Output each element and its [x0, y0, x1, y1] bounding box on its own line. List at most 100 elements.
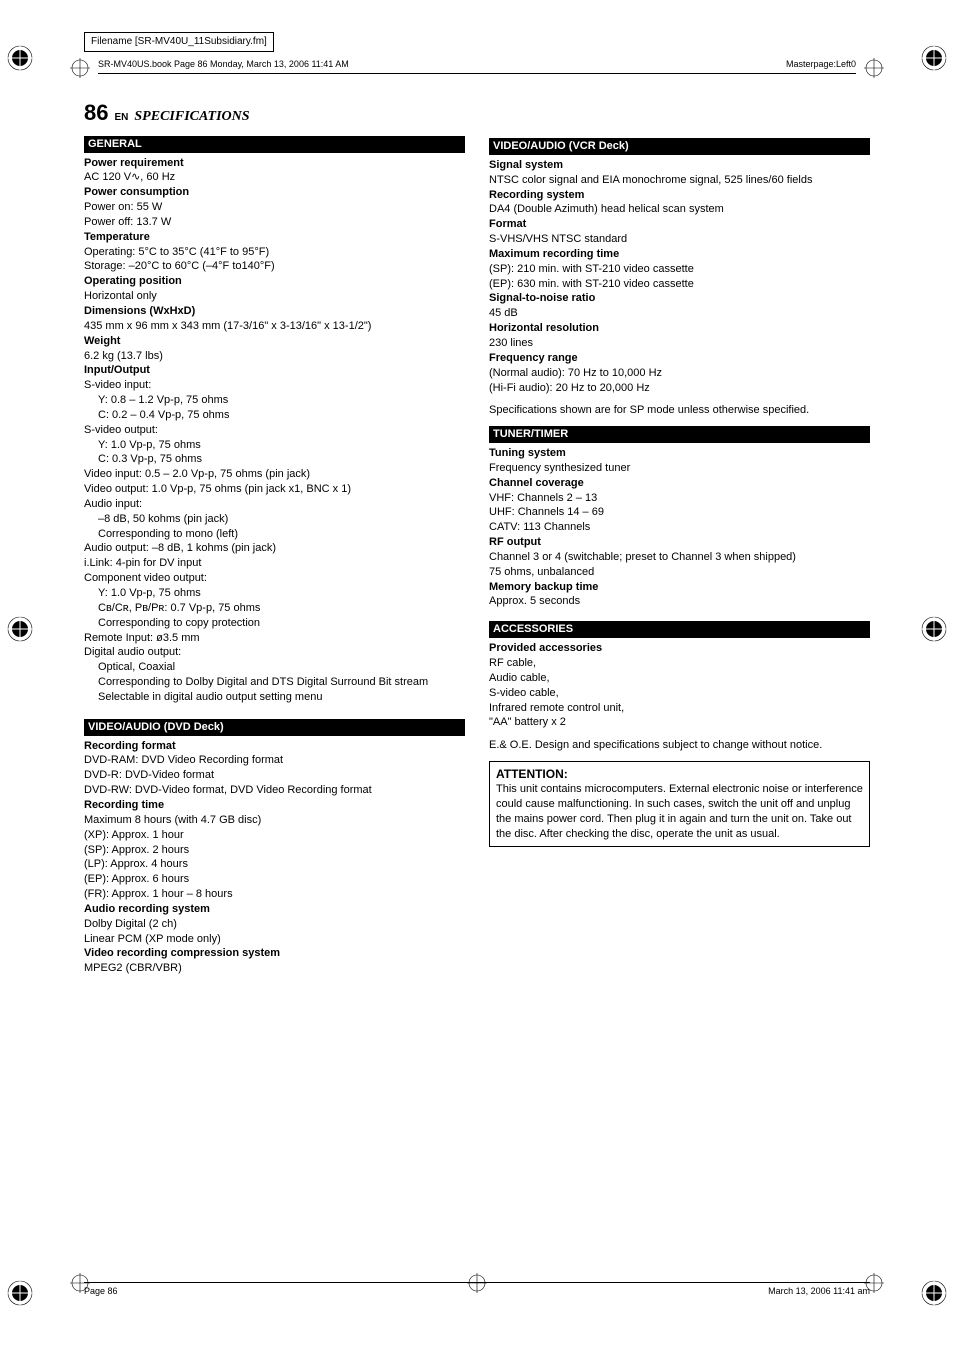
spec-value: (LP): Approx. 4 hours: [84, 857, 465, 872]
spec-value: S-video input:: [84, 378, 465, 393]
spec-heading: Recording time: [84, 798, 465, 813]
spec-value: Corresponding to copy protection: [84, 616, 465, 631]
crop-mark-icon: [864, 58, 884, 78]
spec-value: i.Link: 4-pin for DV input: [84, 556, 465, 571]
spec-value: RF cable,: [489, 656, 870, 671]
spec-value: Optical, Coaxial: [84, 660, 465, 675]
attention-body: This unit contains microcomputers. Exter…: [496, 782, 863, 841]
section-dvd: VIDEO/AUDIO (DVD Deck): [84, 719, 465, 736]
spec-value: VHF: Channels 2 – 13: [489, 491, 870, 506]
right-column: VIDEO/AUDIO (VCR Deck) Signal system NTS…: [489, 98, 870, 976]
spec-value: (Hi-Fi audio): 20 Hz to 20,000 Hz: [489, 381, 870, 396]
spec-value: Power off: 13.7 W: [84, 215, 465, 230]
spec-value: –8 dB, 50 kohms (pin jack): [84, 512, 465, 527]
spec-value: MPEG2 (CBR/VBR): [84, 961, 465, 976]
spec-value: Power on: 55 W: [84, 200, 465, 215]
spec-value: Audio output: –8 dB, 1 kohms (pin jack): [84, 541, 465, 556]
spec-value: Audio cable,: [489, 671, 870, 686]
spec-value: Infrared remote control unit,: [489, 701, 870, 716]
spec-value: 45 dB: [489, 306, 870, 321]
spec-value: S-VHS/VHS NTSC standard: [489, 232, 870, 247]
spec-heading: Operating position: [84, 274, 465, 289]
spec-value: (EP): Approx. 6 hours: [84, 872, 465, 887]
spec-value: Dolby Digital (2 ch): [84, 917, 465, 932]
spec-heading: Memory backup time: [489, 580, 870, 595]
spec-value: Operating: 5°C to 35°C (41°F to 95°F): [84, 245, 465, 260]
spec-value: NTSC color signal and EIA monochrome sig…: [489, 173, 870, 188]
spec-value: Horizontal only: [84, 289, 465, 304]
spec-value: Y: 1.0 Vp-p, 75 ohms: [84, 438, 465, 453]
attention-box: ATTENTION: This unit contains microcompu…: [489, 761, 870, 847]
spec-heading: Recording format: [84, 739, 465, 754]
section-general: GENERAL: [84, 136, 465, 153]
page-content: 86 EN SPECIFICATIONS GENERAL Power requi…: [84, 98, 870, 976]
spec-value: 230 lines: [489, 336, 870, 351]
spec-value: S-video output:: [84, 423, 465, 438]
spec-heading: Audio recording system: [84, 902, 465, 917]
spec-value: Digital audio output:: [84, 645, 465, 660]
filename-box: Filename [SR-MV40U_11Subsidiary.fm]: [84, 32, 274, 52]
section-vcr: VIDEO/AUDIO (VCR Deck): [489, 138, 870, 155]
spec-value: Approx. 5 seconds: [489, 594, 870, 609]
spec-heading: Power requirement: [84, 156, 465, 171]
page-header: 86 EN SPECIFICATIONS: [84, 98, 465, 128]
spec-value: Y: 1.0 Vp-p, 75 ohms: [84, 586, 465, 601]
crop-mark-icon: [920, 615, 948, 643]
spec-value: 75 ohms, unbalanced: [489, 565, 870, 580]
spec-value: Frequency synthesized tuner: [489, 461, 870, 476]
spec-heading: Provided accessories: [489, 641, 870, 656]
spec-heading: Input/Output: [84, 363, 465, 378]
spec-value: "AA" battery x 2: [489, 715, 870, 730]
spec-value: (EP): 630 min. with ST-210 video cassett…: [489, 277, 870, 292]
spec-value: 6.2 kg (13.7 lbs): [84, 349, 465, 364]
spec-value: Audio input:: [84, 497, 465, 512]
spec-value: DVD-RW: DVD-Video format, DVD Video Reco…: [84, 783, 465, 798]
spec-value: DA4 (Double Azimuth) head helical scan s…: [489, 202, 870, 217]
spec-value: CATV: 113 Channels: [489, 520, 870, 535]
spec-value: DVD-RAM: DVD Video Recording format: [84, 753, 465, 768]
section-accessories: ACCESSORIES: [489, 621, 870, 638]
spec-heading: Format: [489, 217, 870, 232]
spec-value: (Normal audio): 70 Hz to 10,000 Hz: [489, 366, 870, 381]
spec-value: (XP): Approx. 1 hour: [84, 828, 465, 843]
spec-value: UHF: Channels 14 – 69: [489, 505, 870, 520]
spec-value: AC 120 V∿, 60 Hz: [84, 170, 465, 185]
spec-value: Video output: 1.0 Vp-p, 75 ohms (pin jac…: [84, 482, 465, 497]
spec-value: Corresponding to mono (left): [84, 527, 465, 542]
spec-value: Component video output:: [84, 571, 465, 586]
spec-heading: Frequency range: [489, 351, 870, 366]
spec-heading: Temperature: [84, 230, 465, 245]
spec-value: Corresponding to Dolby Digital and DTS D…: [84, 675, 465, 690]
spec-value: Cʙ/Cʀ, Pʙ/Pʀ: 0.7 Vp-p, 75 ohms: [84, 601, 465, 616]
en-label: EN: [114, 111, 128, 125]
spec-value: Linear PCM (XP mode only): [84, 932, 465, 947]
spec-heading: RF output: [489, 535, 870, 550]
section-tuner: TUNER/TIMER: [489, 426, 870, 443]
spec-heading: Horizontal resolution: [489, 321, 870, 336]
footer-date: March 13, 2006 11:41 am: [768, 1285, 870, 1297]
spec-value: (SP): 210 min. with ST-210 video cassett…: [489, 262, 870, 277]
spec-heading: Signal system: [489, 158, 870, 173]
masterpage-label: Masterpage:Left0: [786, 58, 856, 70]
spec-value: C: 0.2 – 0.4 Vp-p, 75 ohms: [84, 408, 465, 423]
spec-value: Remote Input: ø3.5 mm: [84, 631, 465, 646]
spec-heading: Weight: [84, 334, 465, 349]
spec-heading: Tuning system: [489, 446, 870, 461]
crop-mark-icon: [920, 44, 948, 72]
spec-title: SPECIFICATIONS: [134, 108, 249, 127]
book-line: SR-MV40US.book Page 86 Monday, March 13,…: [98, 58, 856, 74]
crop-mark-icon: [6, 44, 34, 72]
spec-value: 435 mm x 96 mm x 343 mm (17-3/16" x 3-13…: [84, 319, 465, 334]
spec-value: Video input: 0.5 – 2.0 Vp-p, 75 ohms (pi…: [84, 467, 465, 482]
page-number: 86: [84, 98, 108, 128]
spec-value: Y: 0.8 – 1.2 Vp-p, 75 ohms: [84, 393, 465, 408]
spec-heading: Channel coverage: [489, 476, 870, 491]
crop-mark-icon: [70, 58, 90, 78]
crop-mark-icon: [6, 1279, 34, 1307]
spec-value: (SP): Approx. 2 hours: [84, 843, 465, 858]
footer-page: Page 86: [84, 1285, 118, 1297]
spec-heading: Recording system: [489, 188, 870, 203]
spec-value: S-video cable,: [489, 686, 870, 701]
spec-value: (FR): Approx. 1 hour – 8 hours: [84, 887, 465, 902]
spec-heading: Signal-to-noise ratio: [489, 291, 870, 306]
